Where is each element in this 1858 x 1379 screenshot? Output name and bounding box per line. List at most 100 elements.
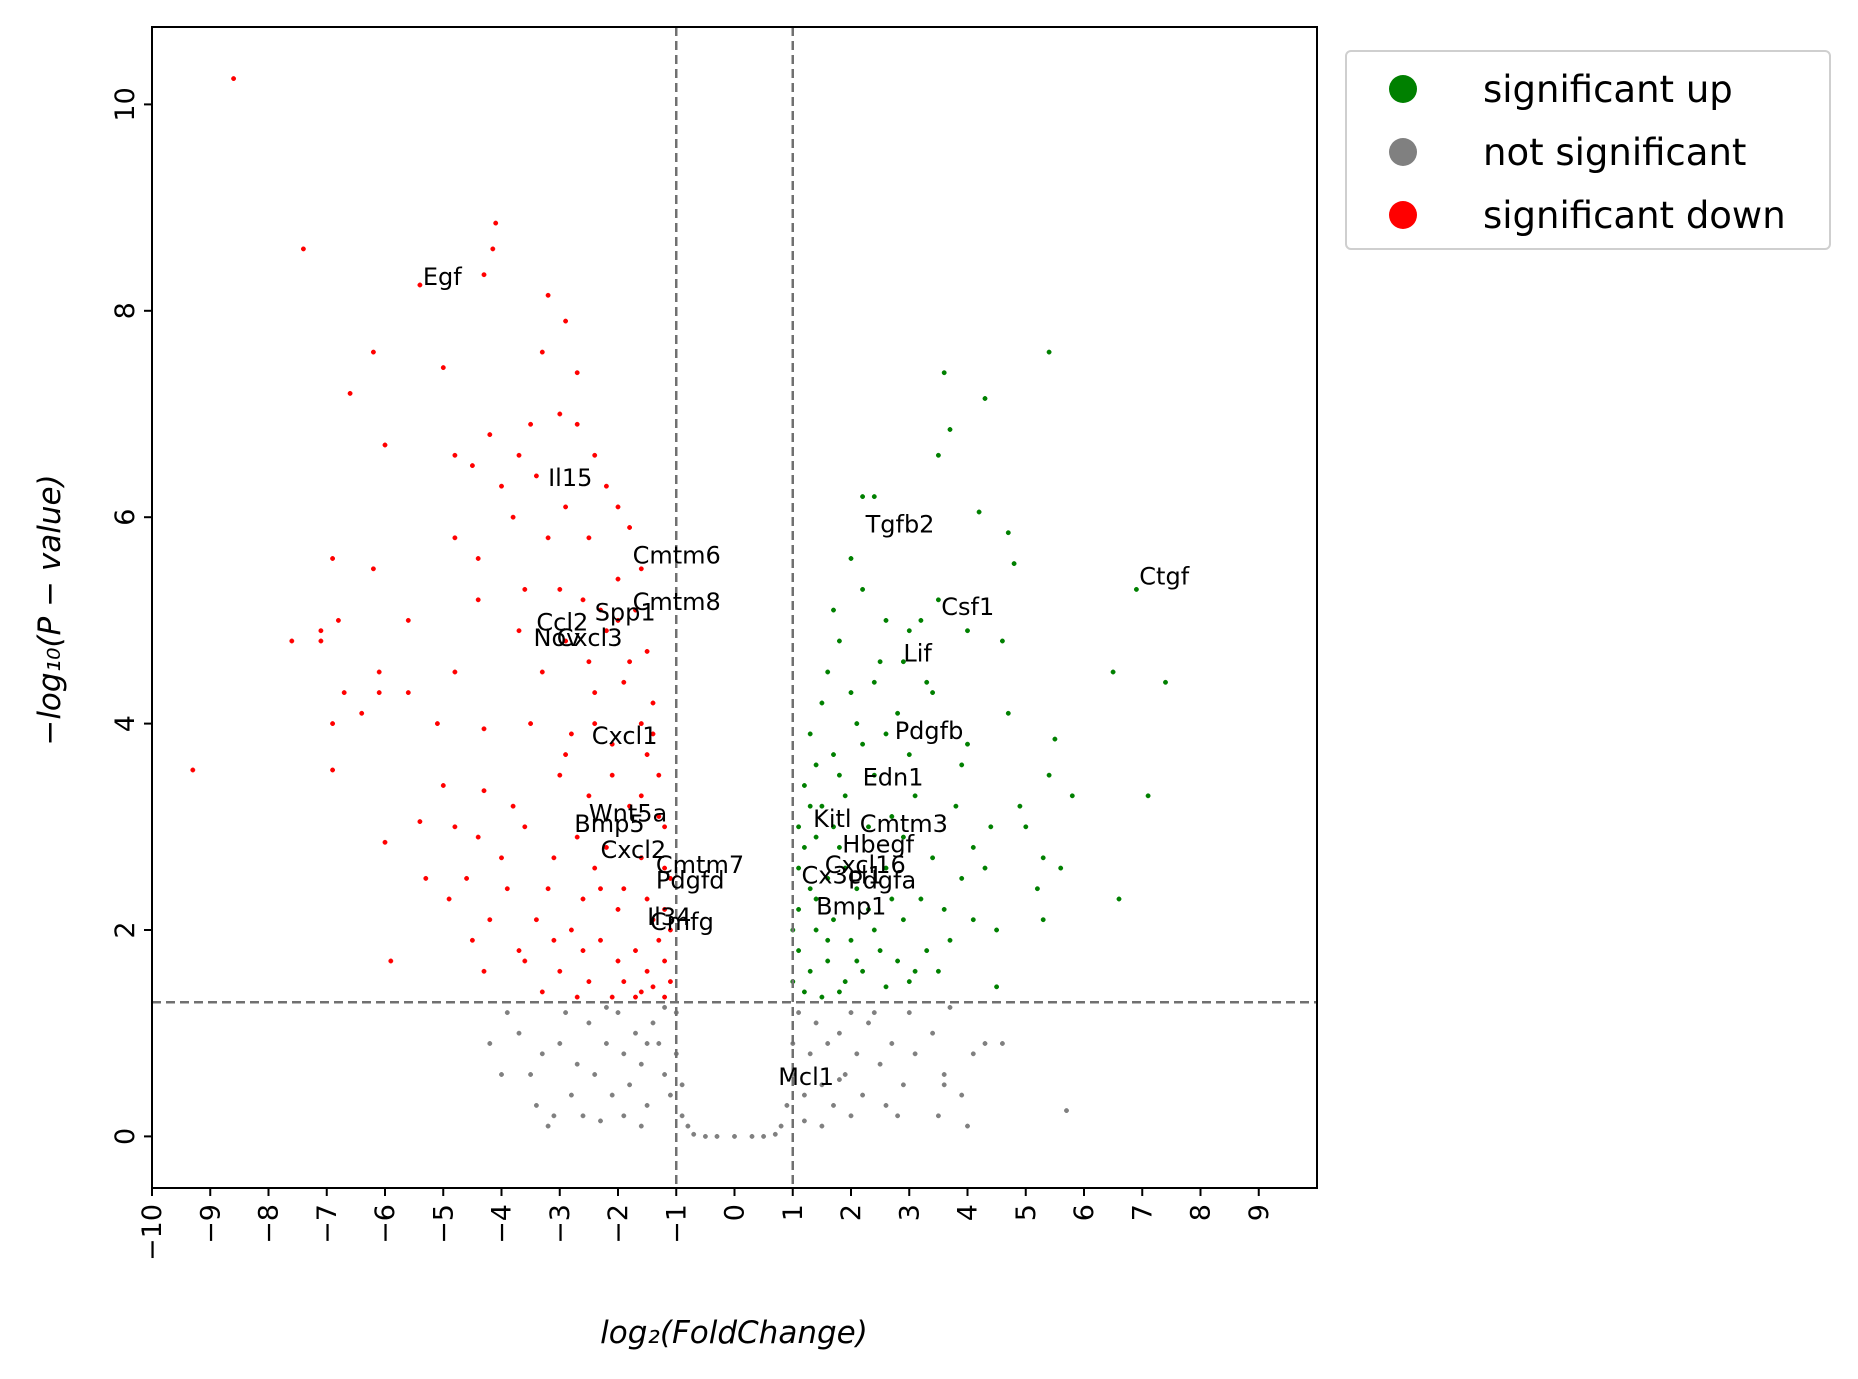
- ns-point-60: [900, 1082, 906, 1088]
- down-point-128: [580, 948, 586, 954]
- ns-point-4: [586, 1020, 592, 1026]
- up-point-17: [900, 659, 906, 665]
- down-point-51: [452, 669, 458, 675]
- down-point-70: [627, 803, 633, 809]
- ns-point-28: [580, 1113, 586, 1119]
- down-point-122: [592, 865, 598, 871]
- ns-point-22: [685, 1123, 691, 1129]
- ns-point-3: [574, 1061, 580, 1067]
- down-point-83: [504, 886, 510, 892]
- up-point-28: [1040, 855, 1046, 861]
- gene-label-ccl2: Ccl2: [536, 609, 588, 637]
- down-point-129: [551, 937, 557, 943]
- ns-point-15: [656, 1041, 662, 1046]
- down-point-76: [574, 834, 580, 840]
- gene-label-kitl: Kitl: [813, 805, 851, 833]
- ns-point-21: [679, 1113, 685, 1119]
- up-point-82: [836, 989, 842, 995]
- up-point-24: [1069, 793, 1075, 799]
- down-point-59: [481, 726, 487, 732]
- down-point-26: [627, 525, 633, 530]
- gene-label-wnt5a: Wnt5a: [589, 800, 667, 828]
- up-point-46: [831, 752, 836, 758]
- ns-point-63: [941, 1072, 947, 1077]
- down-point-117: [592, 721, 598, 727]
- up-point-84: [941, 906, 947, 912]
- down-point-113: [598, 607, 603, 613]
- up-point-113: [906, 628, 912, 634]
- down-point-60: [528, 721, 534, 727]
- up-point-59: [930, 855, 936, 861]
- down-point-94: [662, 958, 668, 964]
- down-point-79: [662, 865, 668, 871]
- down-point-118: [563, 752, 569, 758]
- down-point-120: [499, 855, 504, 861]
- down-point-105: [638, 989, 644, 995]
- up-point-33: [970, 917, 976, 923]
- up-point-42: [848, 690, 854, 696]
- gene-label-cxcl16: Cxcl16: [825, 851, 906, 879]
- up-point-5: [860, 494, 866, 500]
- x-tick-label: 2: [836, 1204, 867, 1221]
- threshold-lines: [152, 27, 1317, 1188]
- ns-point-52: [836, 1030, 842, 1036]
- down-point-101: [650, 984, 656, 990]
- ns-point-46: [801, 1092, 807, 1098]
- down-point-52: [539, 669, 545, 675]
- ns-point-33: [528, 1072, 534, 1077]
- ns-point-65: [970, 1051, 976, 1057]
- up-point-73: [796, 948, 802, 954]
- up-point-7: [976, 509, 982, 515]
- ns-point-81: [732, 1133, 737, 1139]
- up-point-0: [1046, 349, 1052, 355]
- down-point-123: [621, 886, 627, 892]
- ns-point-47: [807, 1051, 813, 1057]
- up-point-9: [1011, 561, 1017, 567]
- up-point-22: [1046, 772, 1052, 778]
- ns-point-24: [568, 1092, 574, 1098]
- up-point-80: [801, 989, 807, 995]
- down-point-10: [440, 365, 446, 371]
- ns-point-23: [691, 1131, 697, 1137]
- down-point-112: [627, 659, 633, 665]
- legend-marker-up: [1389, 75, 1417, 103]
- down-point-49: [376, 690, 382, 696]
- up-point-67: [813, 927, 819, 933]
- ns-point-32: [504, 1010, 510, 1016]
- down-point-65: [330, 767, 336, 773]
- ns-point-20: [679, 1082, 685, 1088]
- ns-point-55: [854, 1051, 860, 1057]
- up-point-16: [1163, 679, 1168, 685]
- up-point-87: [953, 803, 959, 809]
- gene-label-tgfb2: Tgfb2: [865, 511, 935, 539]
- up-point-26: [988, 824, 994, 830]
- ns-point-30: [621, 1113, 627, 1119]
- ns-point-26: [533, 1102, 539, 1108]
- up-point-111: [836, 772, 842, 778]
- down-point-1: [493, 220, 499, 226]
- legend-marker-down: [1389, 201, 1417, 229]
- gene-label-cxcl1: Cxcl1: [592, 722, 658, 750]
- gene-label-pdgfb: Pdgfb: [895, 717, 964, 745]
- down-point-99: [586, 979, 592, 985]
- y-tick-label: 10: [110, 87, 141, 121]
- down-point-75: [522, 824, 528, 830]
- down-point-73: [452, 824, 458, 830]
- up-point-18: [930, 690, 936, 696]
- ns-point-14: [650, 1020, 656, 1026]
- up-point-61: [807, 886, 813, 892]
- ns-point-12: [638, 1061, 644, 1067]
- down-point-130: [516, 948, 522, 954]
- up-point-72: [924, 948, 930, 954]
- down-point-67: [481, 788, 487, 794]
- down-point-30: [545, 535, 551, 541]
- down-point-116: [574, 421, 580, 427]
- up-point-90: [813, 762, 819, 768]
- ns-point-7: [609, 1092, 615, 1098]
- down-point-88: [446, 896, 452, 902]
- gene-label-cxcl3: Cxcl3: [557, 624, 623, 652]
- up-point-101: [889, 814, 895, 819]
- gene-label-cmtm3: Cmtm3: [860, 810, 948, 838]
- ns-point-72: [819, 1123, 825, 1129]
